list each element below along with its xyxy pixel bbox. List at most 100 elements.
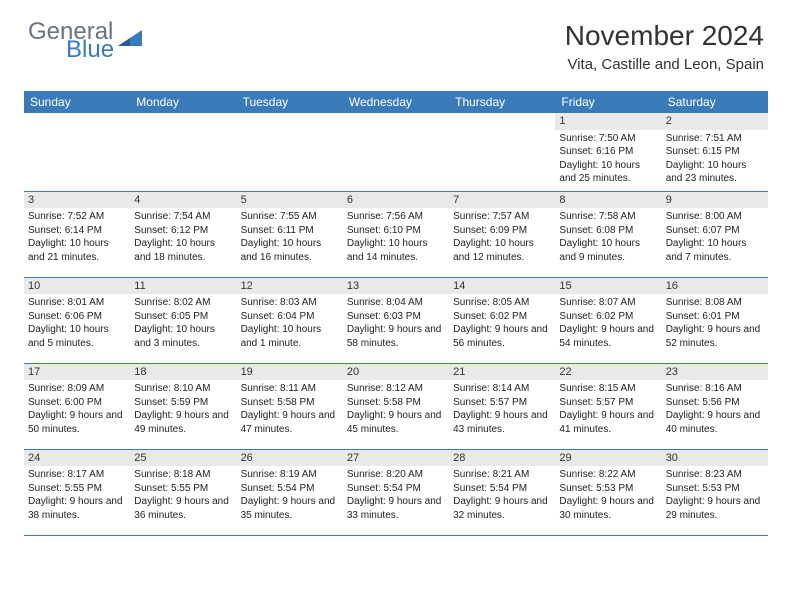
sunset-line: Sunset: 6:05 PM — [134, 310, 232, 324]
day-number: 29 — [559, 452, 571, 464]
day-number-bar: 3 — [24, 192, 130, 209]
sunset-line: Sunset: 5:57 PM — [453, 396, 551, 410]
calendar-cell: 2Sunrise: 7:51 AMSunset: 6:15 PMDaylight… — [662, 113, 768, 191]
calendar-cell: 9Sunrise: 8:00 AMSunset: 6:07 PMDaylight… — [662, 191, 768, 277]
daylight-line: Daylight: 10 hours and 21 minutes. — [28, 237, 126, 264]
sunset-line: Sunset: 6:02 PM — [453, 310, 551, 324]
calendar-cell: 1Sunrise: 7:50 AMSunset: 6:16 PMDaylight… — [555, 113, 661, 191]
sunrise-line: Sunrise: 8:07 AM — [559, 296, 657, 310]
sunrise-line: Sunrise: 8:15 AM — [559, 382, 657, 396]
sunrise-line: Sunrise: 8:12 AM — [347, 382, 445, 396]
daylight-line: Daylight: 10 hours and 9 minutes. — [559, 237, 657, 264]
calendar-cell: 26Sunrise: 8:19 AMSunset: 5:54 PMDayligh… — [237, 449, 343, 535]
weekday-header: Wednesday — [343, 91, 449, 113]
calendar-cell: 6Sunrise: 7:56 AMSunset: 6:10 PMDaylight… — [343, 191, 449, 277]
calendar-cell: 29Sunrise: 8:22 AMSunset: 5:53 PMDayligh… — [555, 449, 661, 535]
day-number-bar: 28 — [449, 450, 555, 467]
day-number: 10 — [28, 280, 40, 292]
day-number: 14 — [453, 280, 465, 292]
calendar-cell: 12Sunrise: 8:03 AMSunset: 6:04 PMDayligh… — [237, 277, 343, 363]
calendar-cell: 7Sunrise: 7:57 AMSunset: 6:09 PMDaylight… — [449, 191, 555, 277]
sunset-line: Sunset: 5:53 PM — [666, 482, 764, 496]
calendar-cell — [24, 113, 130, 191]
weekday-header: Thursday — [449, 91, 555, 113]
calendar-cell — [449, 113, 555, 191]
sunset-line: Sunset: 6:07 PM — [666, 224, 764, 238]
day-number-bar: 30 — [662, 450, 768, 467]
sunrise-line: Sunrise: 8:11 AM — [241, 382, 339, 396]
day-number: 30 — [666, 452, 678, 464]
sunset-line: Sunset: 5:56 PM — [666, 396, 764, 410]
sunrise-line: Sunrise: 8:16 AM — [666, 382, 764, 396]
day-number-bar: 20 — [343, 364, 449, 381]
daylight-line: Daylight: 9 hours and 50 minutes. — [28, 409, 126, 436]
calendar-body: 1Sunrise: 7:50 AMSunset: 6:16 PMDaylight… — [24, 113, 768, 535]
calendar-cell — [237, 113, 343, 191]
daylight-line: Daylight: 10 hours and 1 minute. — [241, 323, 339, 350]
calendar-cell — [130, 113, 236, 191]
sunset-line: Sunset: 6:10 PM — [347, 224, 445, 238]
calendar-row: 10Sunrise: 8:01 AMSunset: 6:06 PMDayligh… — [24, 277, 768, 363]
day-number-bar: 4 — [130, 192, 236, 209]
calendar-cell: 4Sunrise: 7:54 AMSunset: 6:12 PMDaylight… — [130, 191, 236, 277]
sunrise-line: Sunrise: 7:57 AM — [453, 210, 551, 224]
daylight-line: Daylight: 10 hours and 5 minutes. — [28, 323, 126, 350]
calendar-cell: 30Sunrise: 8:23 AMSunset: 5:53 PMDayligh… — [662, 449, 768, 535]
weekday-header: Tuesday — [237, 91, 343, 113]
daylight-line: Daylight: 9 hours and 29 minutes. — [666, 495, 764, 522]
daylight-line: Daylight: 10 hours and 14 minutes. — [347, 237, 445, 264]
month-title: November 2024 — [565, 20, 764, 52]
calendar-cell: 16Sunrise: 8:08 AMSunset: 6:01 PMDayligh… — [662, 277, 768, 363]
day-number: 2 — [666, 115, 672, 127]
day-number-bar: 2 — [662, 113, 768, 130]
calendar-cell: 27Sunrise: 8:20 AMSunset: 5:54 PMDayligh… — [343, 449, 449, 535]
daylight-line: Daylight: 9 hours and 45 minutes. — [347, 409, 445, 436]
day-number-bar: 15 — [555, 278, 661, 295]
sunset-line: Sunset: 6:03 PM — [347, 310, 445, 324]
sunset-line: Sunset: 5:55 PM — [134, 482, 232, 496]
calendar-cell: 10Sunrise: 8:01 AMSunset: 6:06 PMDayligh… — [24, 277, 130, 363]
day-number: 5 — [241, 194, 247, 206]
daylight-line: Daylight: 10 hours and 16 minutes. — [241, 237, 339, 264]
daylight-line: Daylight: 9 hours and 35 minutes. — [241, 495, 339, 522]
day-number-bar: 1 — [555, 113, 661, 130]
calendar-cell: 8Sunrise: 7:58 AMSunset: 6:08 PMDaylight… — [555, 191, 661, 277]
day-number-bar: 25 — [130, 450, 236, 467]
sunset-line: Sunset: 6:14 PM — [28, 224, 126, 238]
sunset-line: Sunset: 6:09 PM — [453, 224, 551, 238]
sunset-line: Sunset: 5:54 PM — [453, 482, 551, 496]
sunrise-line: Sunrise: 8:01 AM — [28, 296, 126, 310]
day-number: 4 — [134, 194, 140, 206]
sunrise-line: Sunrise: 8:17 AM — [28, 468, 126, 482]
sunrise-line: Sunrise: 8:09 AM — [28, 382, 126, 396]
calendar-cell: 14Sunrise: 8:05 AMSunset: 6:02 PMDayligh… — [449, 277, 555, 363]
day-number: 12 — [241, 280, 253, 292]
day-number-bar: 21 — [449, 364, 555, 381]
calendar-cell: 19Sunrise: 8:11 AMSunset: 5:58 PMDayligh… — [237, 363, 343, 449]
sunrise-line: Sunrise: 7:51 AM — [666, 132, 764, 146]
calendar-cell: 24Sunrise: 8:17 AMSunset: 5:55 PMDayligh… — [24, 449, 130, 535]
calendar-cell: 11Sunrise: 8:02 AMSunset: 6:05 PMDayligh… — [130, 277, 236, 363]
day-number: 7 — [453, 194, 459, 206]
calendar-row: 24Sunrise: 8:17 AMSunset: 5:55 PMDayligh… — [24, 449, 768, 535]
sunrise-line: Sunrise: 8:00 AM — [666, 210, 764, 224]
daylight-line: Daylight: 9 hours and 30 minutes. — [559, 495, 657, 522]
calendar-cell: 21Sunrise: 8:14 AMSunset: 5:57 PMDayligh… — [449, 363, 555, 449]
sunset-line: Sunset: 5:57 PM — [559, 396, 657, 410]
day-number-bar: 29 — [555, 450, 661, 467]
sunset-line: Sunset: 5:59 PM — [134, 396, 232, 410]
day-number: 19 — [241, 366, 253, 378]
daylight-line: Daylight: 9 hours and 52 minutes. — [666, 323, 764, 350]
sunrise-line: Sunrise: 7:50 AM — [559, 132, 657, 146]
day-number-bar: 5 — [237, 192, 343, 209]
day-number-bar: 17 — [24, 364, 130, 381]
logo-blue-text: Blue — [66, 38, 114, 62]
sunset-line: Sunset: 6:08 PM — [559, 224, 657, 238]
sunset-line: Sunset: 6:11 PM — [241, 224, 339, 238]
day-number-bar: 23 — [662, 364, 768, 381]
sunset-line: Sunset: 5:54 PM — [241, 482, 339, 496]
sunrise-line: Sunrise: 8:20 AM — [347, 468, 445, 482]
logo: General Blue — [28, 20, 144, 62]
day-number-bar: 7 — [449, 192, 555, 209]
daylight-line: Daylight: 10 hours and 25 minutes. — [559, 159, 657, 186]
